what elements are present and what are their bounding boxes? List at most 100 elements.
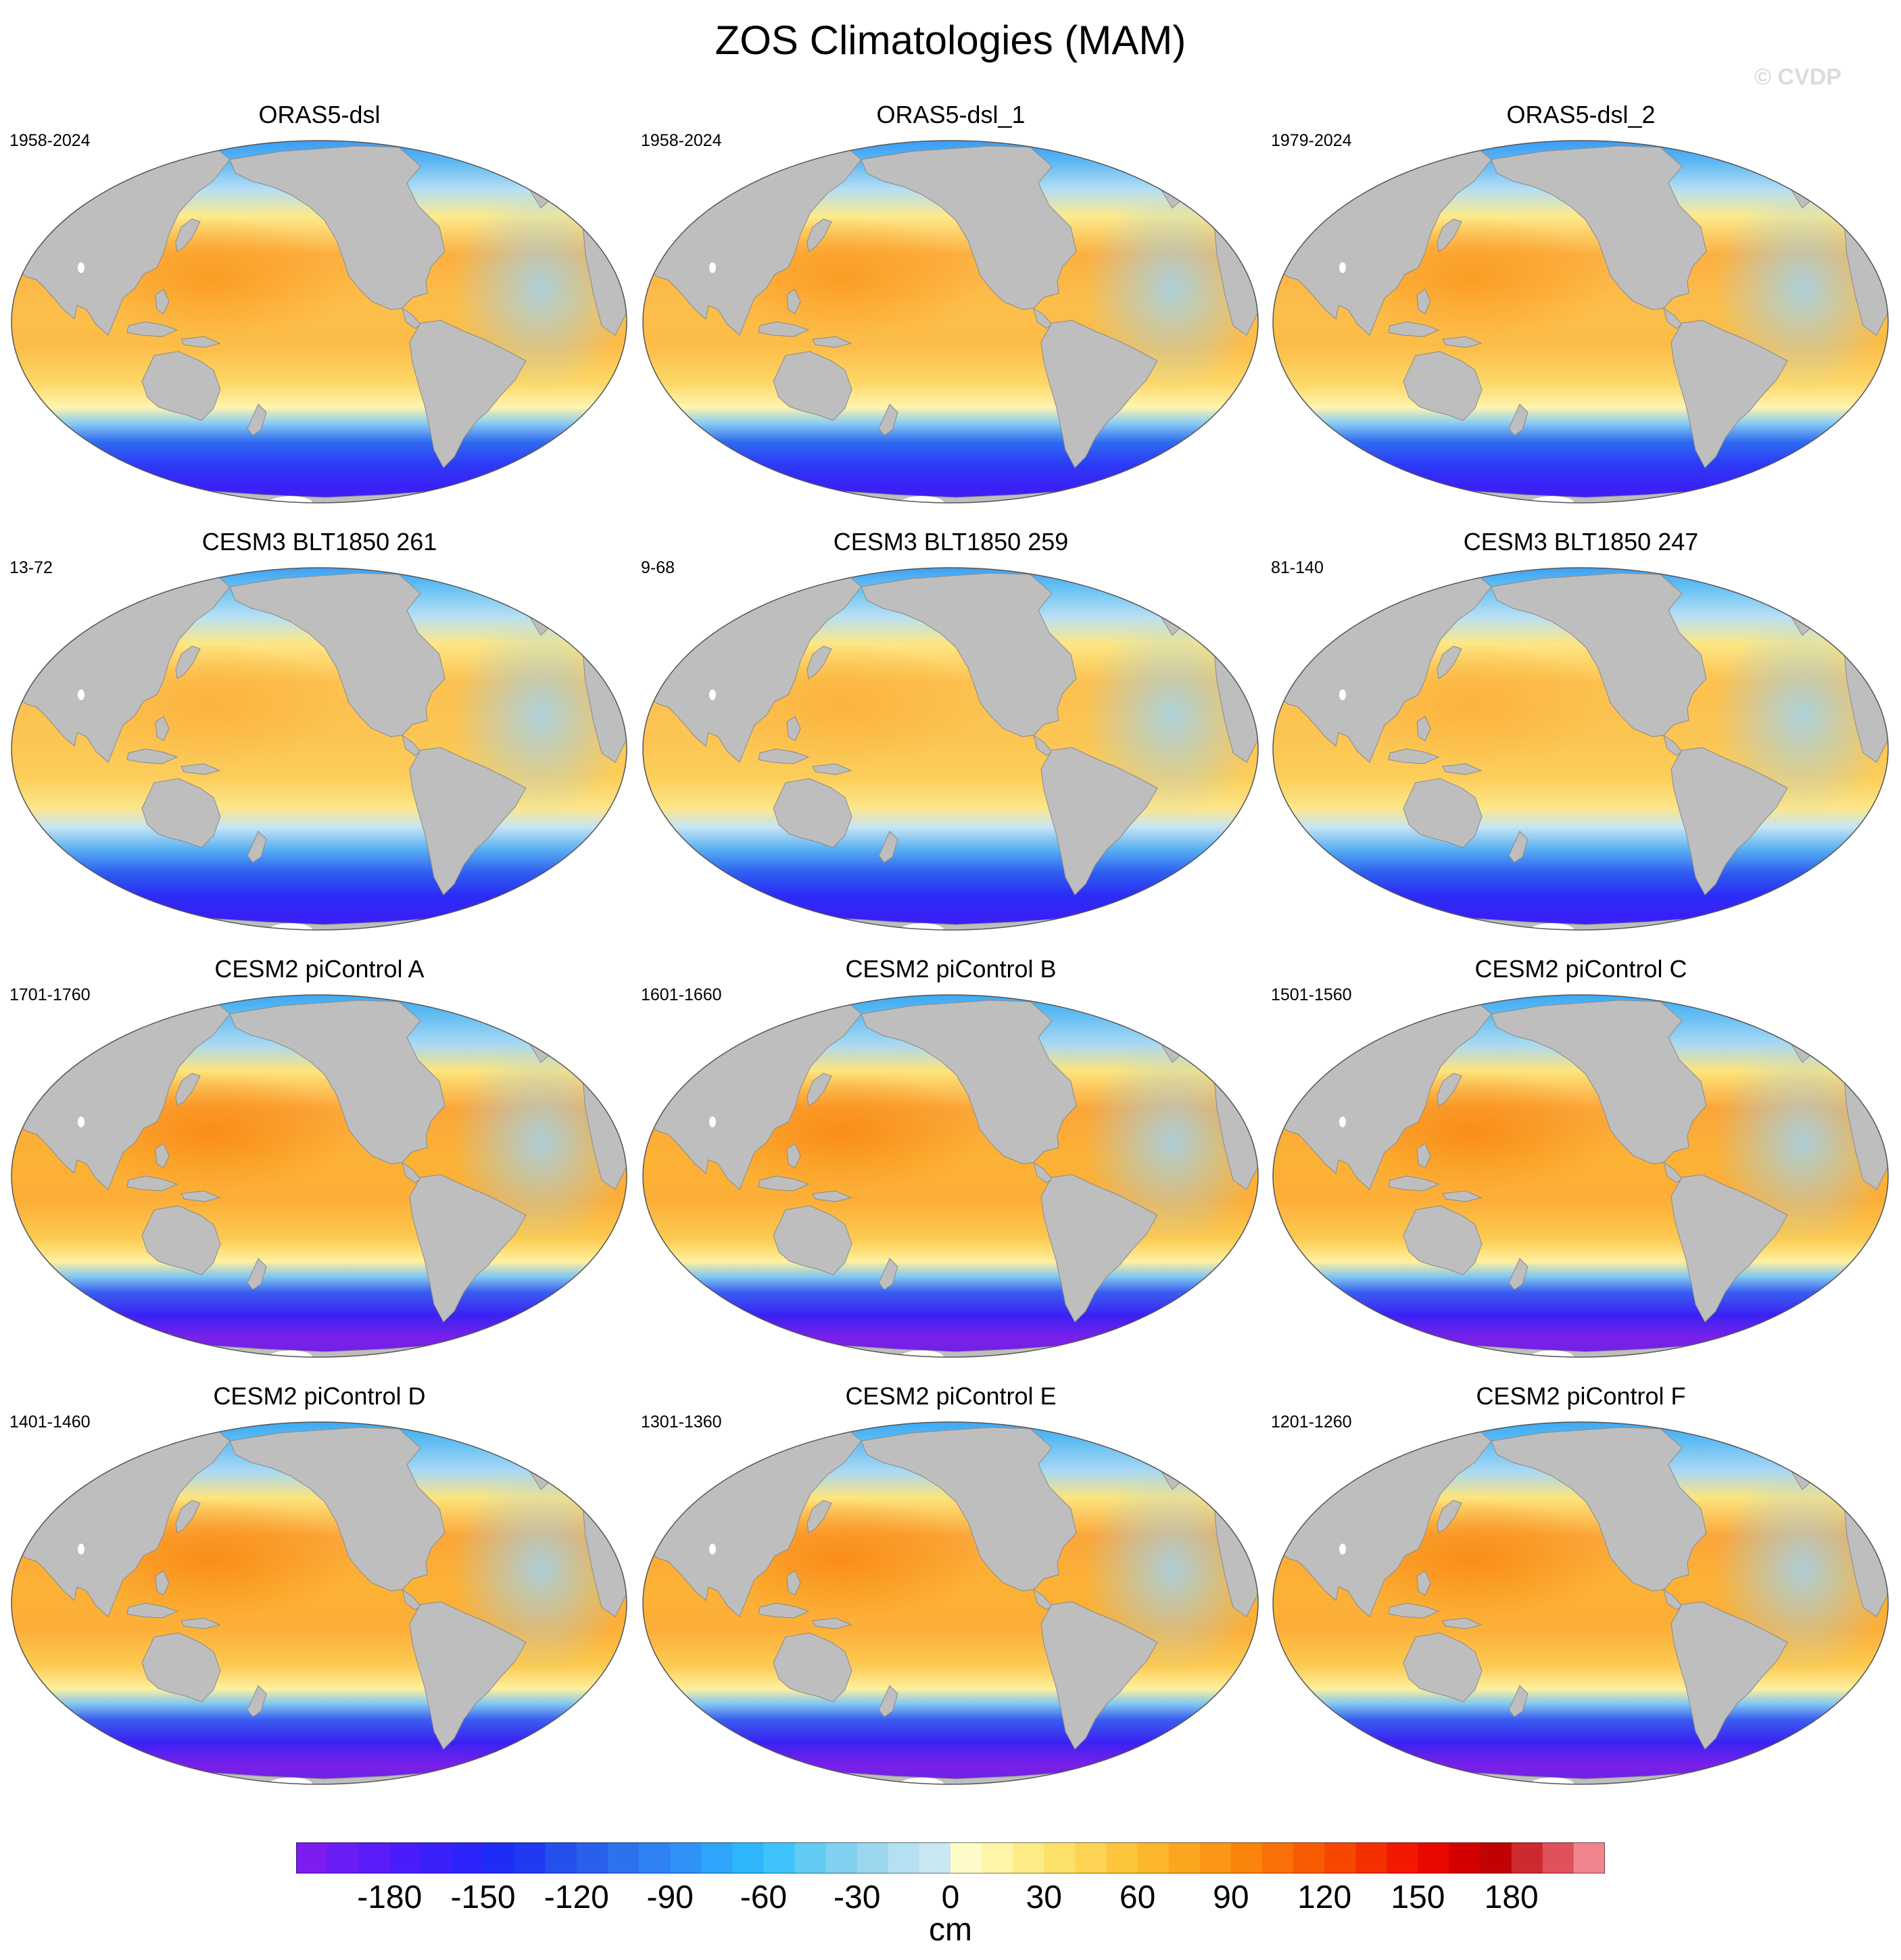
- land-maritime: [126, 1602, 178, 1619]
- colorbar-bin: [794, 1842, 827, 1873]
- land-centralamerica: [1033, 734, 1053, 756]
- panel-period: 9-68: [641, 558, 675, 577]
- sea-level-map: [1272, 140, 1889, 504]
- land-australia: [1403, 778, 1483, 848]
- panel-title: CESM2 piControl F: [1476, 1382, 1686, 1410]
- map-panel: CESM2 piControl E 1301-1360: [638, 1381, 1264, 1797]
- land-maritime: [758, 1175, 810, 1192]
- colorbar-bin: [670, 1842, 702, 1873]
- map-panel: ORAS5-dsl_2 1979-2024: [1268, 100, 1894, 516]
- colorbar-bin: [1542, 1842, 1574, 1873]
- colorbar-bin: [919, 1842, 951, 1873]
- colorbar-bin: [1293, 1842, 1325, 1873]
- land-newzealand: [247, 831, 267, 863]
- land-japan: [1437, 218, 1462, 252]
- colorbar-tick-label: -30: [834, 1880, 881, 1915]
- land-europe: [1848, 1440, 1888, 1488]
- colorbar-bin: [483, 1842, 515, 1873]
- land-centralamerica: [402, 307, 421, 329]
- panel-period: 1601-1660: [641, 985, 722, 1004]
- colorbar-tick-label: -180: [357, 1880, 423, 1915]
- map-panel: CESM2 piControl F 1201-1260: [1268, 1381, 1894, 1797]
- land-australia: [773, 1205, 852, 1275]
- panel-title: CESM2 piControl D: [213, 1382, 426, 1410]
- land-newguinea: [181, 1617, 221, 1630]
- map-panel: CESM3 BLT1850 259 9-68: [638, 527, 1264, 943]
- land-philippines: [1416, 289, 1431, 314]
- colorbar-tick-label: -120: [544, 1880, 609, 1915]
- land-southamerica: [1040, 747, 1158, 896]
- panel-title: ORAS5-dsl_1: [876, 101, 1026, 128]
- colorbar-bin: [1511, 1842, 1543, 1873]
- land-europe: [1848, 1013, 1888, 1060]
- land-maritime: [758, 321, 810, 337]
- land-newzealand: [1508, 831, 1529, 863]
- land-australia: [1403, 351, 1483, 421]
- map-panel: ORAS5-dsl 1958-2024: [7, 100, 632, 516]
- colorbar-bin: [1044, 1842, 1076, 1873]
- land-philippines: [1416, 716, 1431, 741]
- colorbar-labels: -180 -150 -120 -90 -60 -30 0 30 60 90 120 150 180: [296, 1879, 1605, 1919]
- land-newzealand: [1508, 1685, 1529, 1717]
- colorbar-tick-label: 60: [1119, 1880, 1156, 1915]
- land-australia: [141, 1205, 221, 1275]
- land-philippines: [786, 1570, 801, 1596]
- land-newguinea: [181, 336, 221, 348]
- colorbar-bin: [982, 1842, 1013, 1873]
- colorbar-bin: [514, 1842, 546, 1873]
- land-europe: [1848, 159, 1888, 206]
- land-southamerica: [409, 320, 527, 468]
- panel-period: 81-140: [1271, 558, 1324, 577]
- colorbar-tick-label: 120: [1297, 1880, 1352, 1915]
- colorbar-tick-label: 180: [1484, 1880, 1539, 1915]
- land-australia: [141, 1632, 221, 1702]
- land-japan: [175, 1073, 201, 1106]
- sea-level-map: [1272, 1421, 1889, 1785]
- colorbar-bin: [1387, 1842, 1419, 1873]
- colorbar-bin: [1480, 1842, 1512, 1873]
- colorbar-bin: [1418, 1842, 1450, 1873]
- land-newguinea: [812, 1617, 852, 1630]
- panel-title: CESM3 BLT1850 261: [201, 528, 437, 556]
- map-panel: CESM2 piControl C 1501-1560: [1268, 954, 1894, 1370]
- land-newguinea: [1442, 336, 1483, 348]
- panel-period: 1958-2024: [9, 131, 91, 150]
- colorbar-tick-label: 30: [1026, 1880, 1062, 1915]
- colorbar-bin: [358, 1842, 390, 1873]
- land-newzealand: [247, 403, 267, 436]
- land-newzealand: [878, 1685, 898, 1717]
- colorbar-bin: [1168, 1842, 1201, 1873]
- land-centralamerica: [402, 1588, 421, 1611]
- land-newzealand: [878, 403, 898, 436]
- land-europe: [586, 586, 627, 633]
- land-centralamerica: [1663, 1588, 1683, 1611]
- panel-period: 1301-1360: [641, 1413, 722, 1431]
- land-centralamerica: [402, 1161, 421, 1183]
- sea-level-map: [11, 567, 627, 931]
- panel-title: CESM2 piControl E: [845, 1382, 1057, 1410]
- land-centralamerica: [1033, 1588, 1053, 1611]
- land-australia: [1403, 1205, 1483, 1275]
- land-newzealand: [247, 1685, 267, 1717]
- land-maritime: [758, 748, 810, 764]
- colorbar-tick-label: -150: [450, 1880, 516, 1915]
- land-centralamerica: [1033, 1161, 1053, 1183]
- land-maritime: [758, 1602, 810, 1619]
- land-southamerica: [1040, 1174, 1158, 1323]
- land-japan: [1437, 645, 1462, 679]
- colorbar-bin: [1449, 1842, 1481, 1873]
- watermark: © CVDP: [1754, 64, 1842, 90]
- land-europe: [1848, 586, 1888, 633]
- colorbar-tick-label: 150: [1391, 1880, 1445, 1915]
- land-newguinea: [1442, 763, 1483, 775]
- colorbar-units: cm: [929, 1912, 972, 1948]
- land-australia: [141, 778, 221, 848]
- land-newzealand: [1508, 403, 1529, 436]
- land-maritime: [1388, 748, 1440, 764]
- land-newguinea: [812, 336, 852, 348]
- land-maritime: [1388, 321, 1440, 337]
- panel-period: 1501-1560: [1271, 985, 1352, 1004]
- colorbar-bin: [1013, 1842, 1044, 1873]
- land-newguinea: [1442, 1617, 1483, 1630]
- land-japan: [1437, 1500, 1462, 1534]
